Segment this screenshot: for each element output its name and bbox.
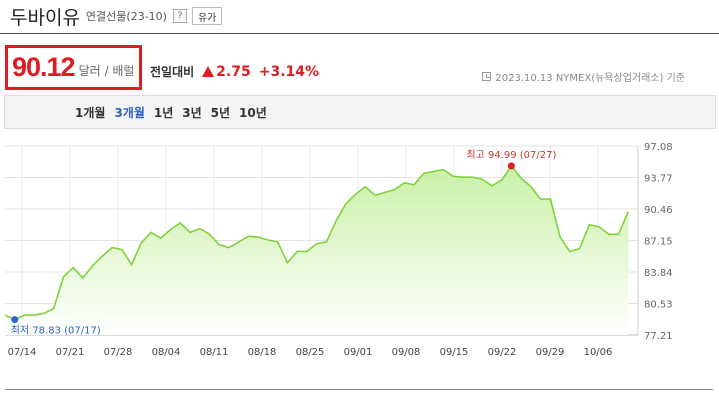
y-tick-label: 80.53 bbox=[644, 300, 673, 311]
low-point-marker bbox=[11, 316, 19, 324]
y-tick-label: 87.15 bbox=[644, 237, 673, 248]
clock-icon bbox=[482, 72, 492, 81]
x-tick-label: 08/11 bbox=[200, 347, 229, 358]
y-tick-label: 97.08 bbox=[644, 142, 673, 153]
x-tick-label: 09/29 bbox=[536, 347, 565, 358]
title-row: 두바이유 연결선물(23-10) ? 유가 bbox=[10, 4, 223, 29]
y-tick-label: 93.77 bbox=[644, 174, 673, 185]
high-point-label: 최고 94.99 (07/27) bbox=[466, 149, 556, 161]
high-point-marker bbox=[507, 162, 515, 170]
price-highlight-box: 90.12 달러 / 배럴 bbox=[5, 45, 142, 90]
change-value: 2.75 bbox=[216, 63, 251, 80]
change-row: 전일대비 2.75 +3.14% bbox=[150, 63, 319, 80]
x-tick-label: 07/21 bbox=[56, 347, 85, 358]
quote-meta: 2023.10.13 NYMEX(뉴욕상업거래소) 기준 bbox=[482, 69, 685, 84]
price-line bbox=[4, 164, 630, 321]
x-tick-label: 09/15 bbox=[440, 347, 469, 358]
current-price: 90.12 bbox=[12, 52, 76, 82]
period-tab-1[interactable]: 3개월 bbox=[114, 105, 145, 120]
price-area bbox=[5, 165, 629, 335]
chart-markers: 최고 94.99 (07/27) 최저 78.83 (07/17) bbox=[11, 149, 557, 337]
footer-divider bbox=[5, 389, 713, 390]
x-tick-label: 08/04 bbox=[152, 347, 181, 358]
period-tab-0[interactable]: 1개월 bbox=[75, 105, 106, 120]
period-tab-5[interactable]: 10년 bbox=[239, 105, 267, 120]
x-tick-label: 07/14 bbox=[8, 347, 37, 358]
x-axis-ticks: 07/14 07/21 07/28 08/04 08/11 08/18 08/25 09/01… bbox=[8, 347, 613, 358]
change-percent: +3.14% bbox=[258, 63, 320, 80]
period-tab-3[interactable]: 3년 bbox=[182, 105, 202, 120]
period-tab-4[interactable]: 5년 bbox=[210, 105, 231, 120]
y-tick-label: 83.84 bbox=[644, 268, 673, 279]
y-tick-label: 77.21 bbox=[644, 331, 673, 342]
x-tick-label: 07/28 bbox=[104, 347, 133, 358]
price-unit: 달러 / 배럴 bbox=[78, 64, 135, 78]
change-label: 전일대비 bbox=[150, 65, 195, 79]
contract-subtitle: 연결선물(23-10) bbox=[85, 10, 167, 23]
low-point-label: 최저 78.83 (07/17) bbox=[11, 325, 101, 337]
y-axis-ticks: 97.08 93.77 90.46 87.15 83.84 80.53 77.21 bbox=[644, 142, 673, 342]
x-tick-label: 09/22 bbox=[488, 347, 517, 358]
x-tick-label: 08/25 bbox=[296, 347, 325, 358]
period-tab-2[interactable]: 1년 bbox=[153, 105, 174, 120]
quote-date-source: 2023.10.13 NYMEX(뉴욕상업거래소) 기준 bbox=[495, 73, 685, 84]
period-selector: 1개월 3개월 1년 3년 5년 10년 bbox=[4, 95, 716, 129]
x-tick-label: 08/18 bbox=[248, 347, 277, 358]
x-tick-label: 09/08 bbox=[392, 347, 421, 358]
x-tick-label: 10/06 bbox=[584, 347, 613, 358]
help-button[interactable]: ? bbox=[172, 9, 187, 23]
up-arrow-icon bbox=[202, 66, 215, 77]
oil-category-button[interactable]: 유가 bbox=[191, 7, 223, 25]
price-chart: 07/14 07/21 07/28 08/04 08/11 08/18 08/25 09/01… bbox=[4, 142, 673, 358]
page-title: 두바이유 bbox=[10, 6, 80, 29]
header-divider bbox=[0, 33, 719, 34]
y-tick-label: 90.46 bbox=[644, 205, 673, 216]
x-tick-label: 09/01 bbox=[344, 347, 373, 358]
